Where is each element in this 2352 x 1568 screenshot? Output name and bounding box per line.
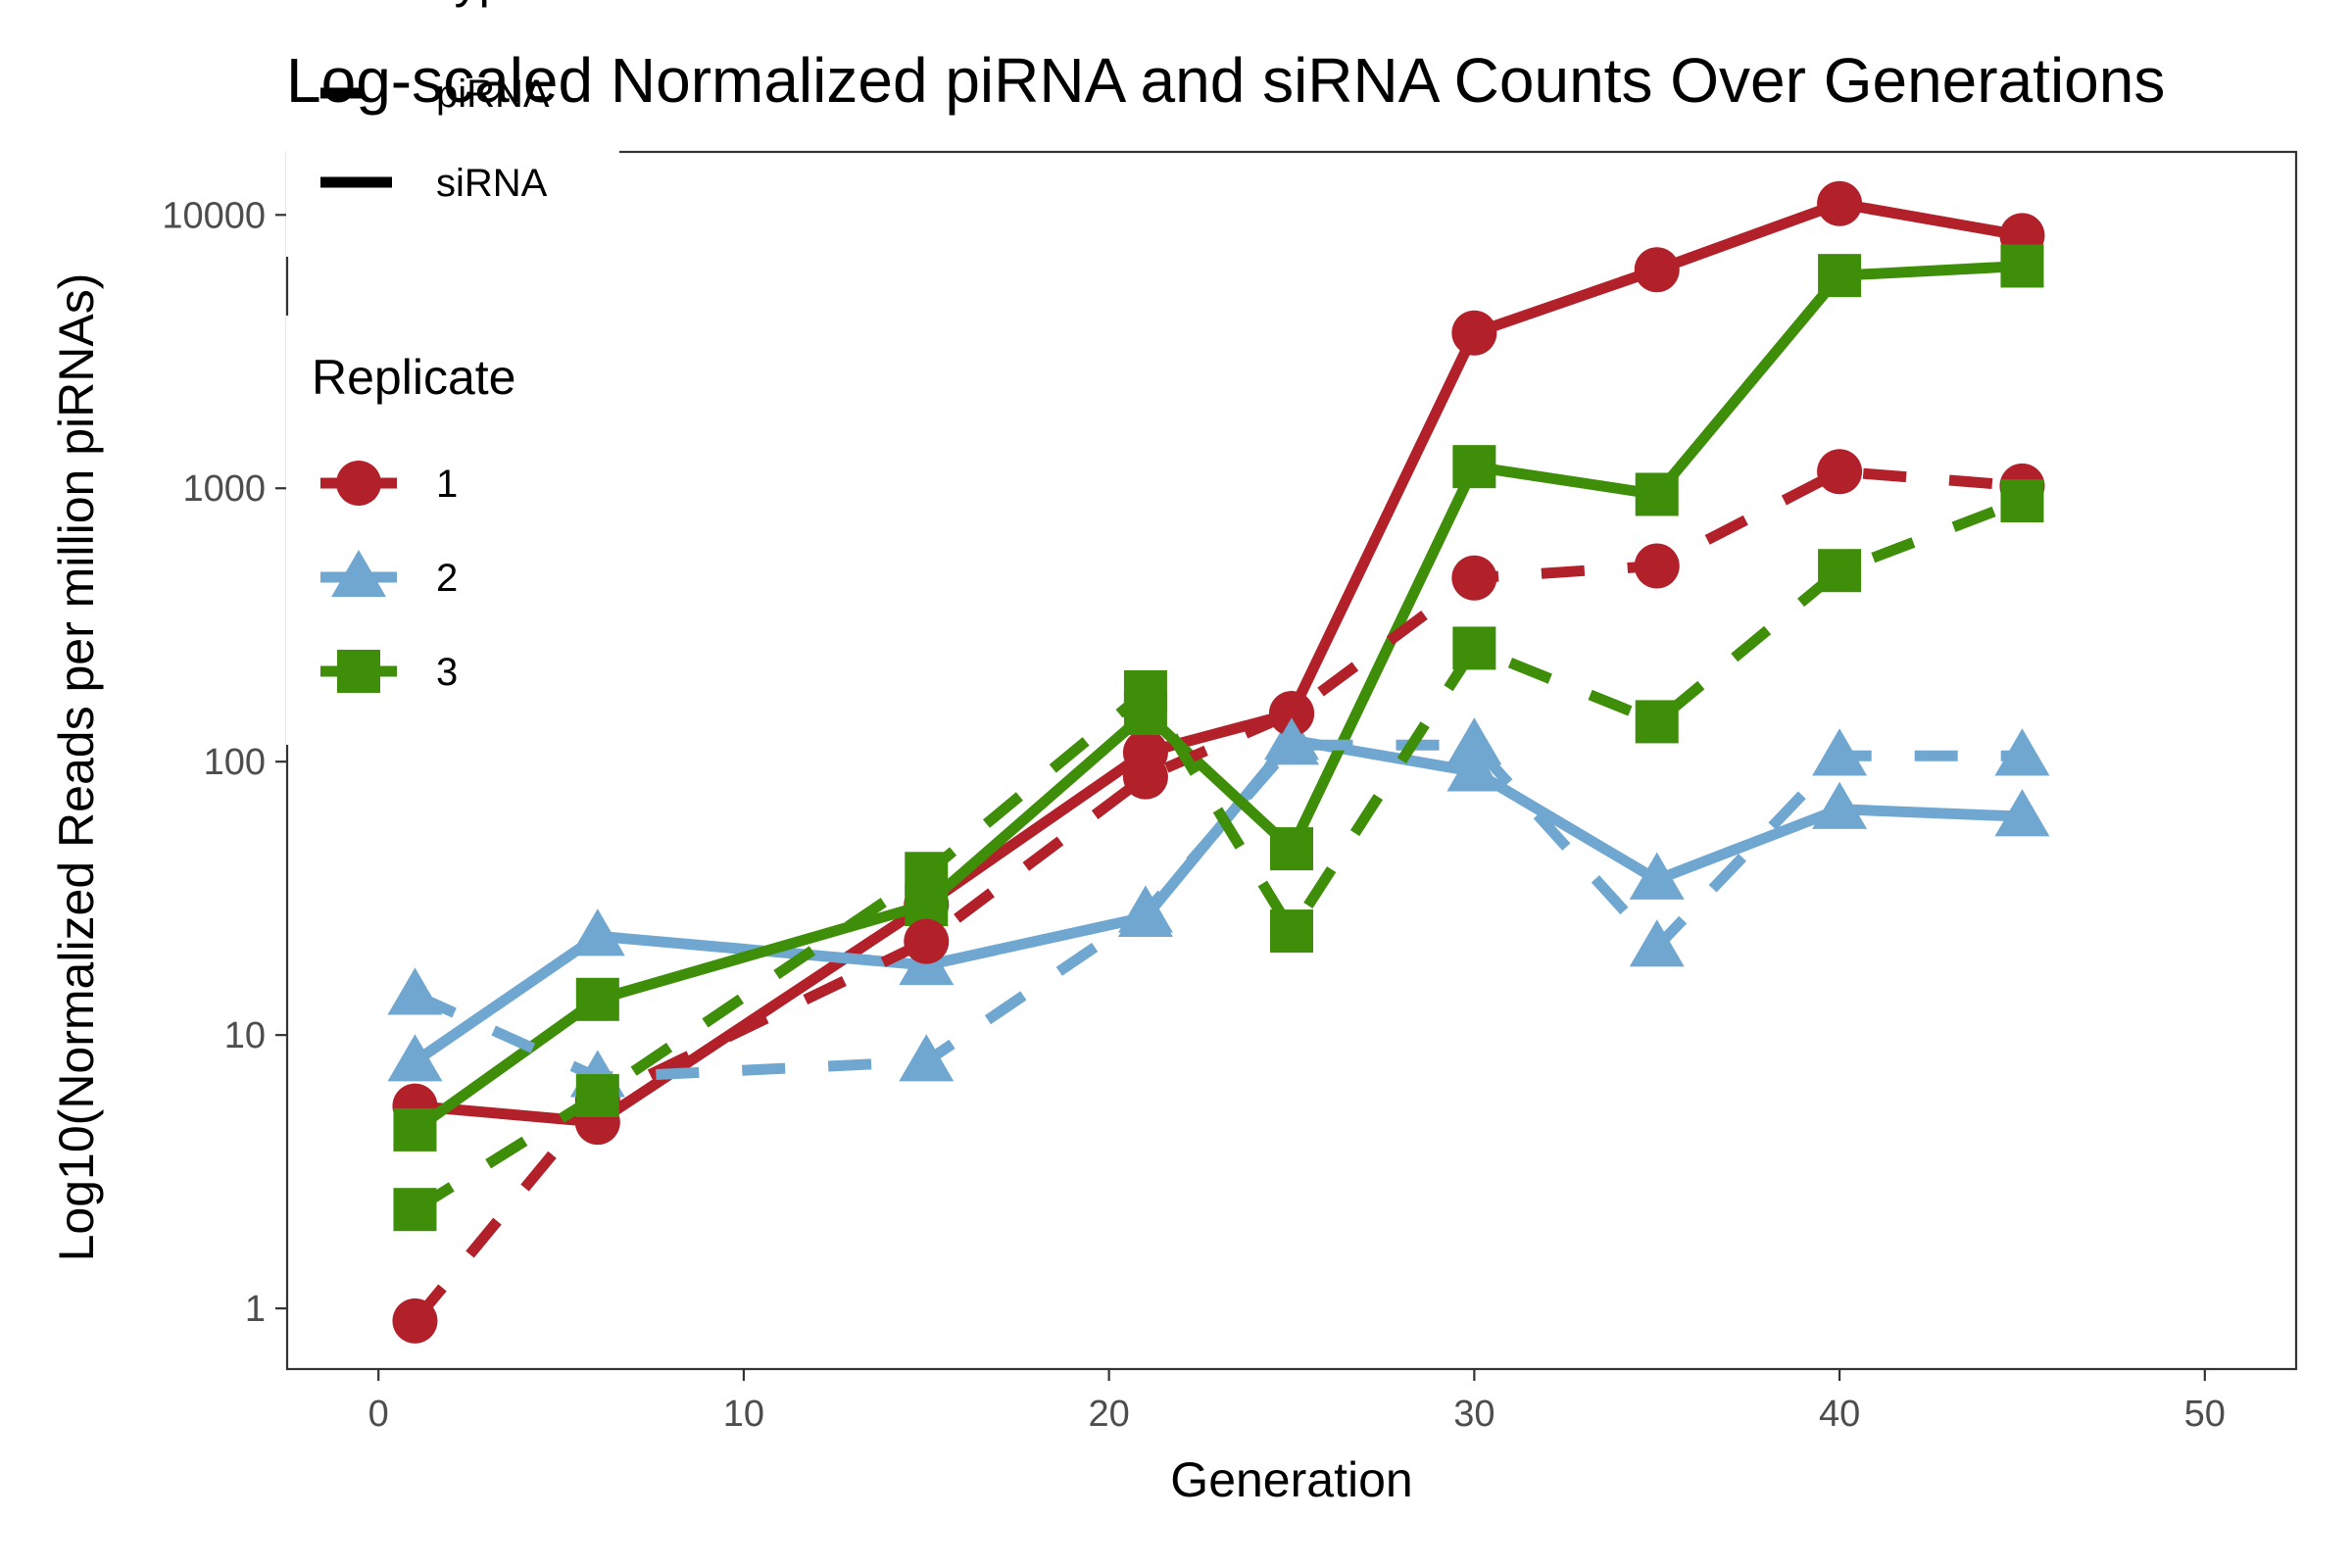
data-point [1994, 789, 2050, 837]
data-point [1269, 691, 1314, 737]
data-point [1994, 728, 2050, 776]
legend-key-marker-2 [331, 550, 386, 598]
data-point [1446, 744, 1502, 792]
legend-title-replicate: Replicate [312, 350, 515, 405]
data-point [1634, 247, 1680, 293]
y-tick-label: 100 [204, 742, 266, 783]
data-point [1812, 728, 1868, 776]
data-point [1629, 919, 1685, 967]
series-layer [387, 180, 2050, 1344]
y-tick-label: 1000 [182, 468, 266, 510]
data-point [1818, 549, 1862, 593]
data-point [1446, 717, 1502, 765]
data-point [392, 1298, 438, 1344]
data-point [1817, 449, 1863, 495]
data-point [1635, 700, 1679, 744]
x-tick-label: 40 [1819, 1394, 1860, 1435]
x-axis-title: Generation [1170, 1452, 1412, 1507]
data-point [1270, 827, 1313, 871]
y-tick-label: 10 [224, 1015, 266, 1056]
data-point [1634, 543, 1680, 589]
data-point [569, 908, 625, 956]
data-point [387, 1034, 443, 1082]
legend-label-replicate-3: 3 [436, 651, 458, 694]
data-point [2000, 244, 2044, 288]
data-point [387, 967, 443, 1015]
data-point [1117, 885, 1173, 933]
y-tick-label: 10000 [162, 195, 266, 236]
legend-key-marker-3 [337, 650, 380, 693]
legend-label-replicate-1: 1 [436, 463, 458, 506]
series-piRNA-rep3 [393, 479, 2044, 1232]
data-point [905, 852, 949, 896]
legend-title-rna-type: RNA Type [314, 0, 533, 8]
data-point [1635, 472, 1679, 516]
legend-key-marker-1 [336, 461, 381, 506]
data-point [899, 1034, 955, 1082]
chart-title: Log-scaled Normalized piRNA and siRNA Co… [286, 45, 2165, 116]
data-point [1452, 626, 1496, 670]
plot-panel [285, 150, 2298, 1371]
series-line [413, 739, 2023, 1083]
y-axis-title: Log10(Normalized Reads per million piRNA… [49, 273, 104, 1262]
data-point [1629, 852, 1685, 900]
series-piRNA-rep1 [392, 449, 2045, 1344]
data-point [393, 1107, 437, 1152]
x-tick-label: 30 [1453, 1394, 1494, 1435]
series-siRNA-rep2 [387, 712, 2050, 1082]
legend-label-replicate-2: 2 [436, 557, 458, 600]
data-point [1270, 909, 1313, 954]
series-line [412, 260, 2023, 1135]
axes-layer: 0 10 20 30 40 50 1 10 100 1000 10000 [162, 195, 2226, 1435]
y-tick-label: 1 [245, 1289, 266, 1330]
series-siRNA-rep3 [393, 244, 2044, 1152]
x-tick-label: 50 [2184, 1394, 2226, 1435]
data-point [1451, 555, 1497, 601]
data-point [1818, 254, 1862, 298]
panel-border [285, 150, 2298, 1371]
data-point [1817, 180, 1863, 226]
legend: RNA Type piRNA siRNA Replicate 1 2 3 [285, 0, 619, 745]
data-point [1264, 717, 1319, 765]
data-point [1123, 669, 1167, 713]
x-tick-label: 20 [1088, 1394, 1129, 1435]
data-point [393, 1188, 437, 1232]
data-point [575, 1074, 619, 1118]
series-piRNA-rep2 [387, 717, 2050, 1098]
x-tick-label: 10 [723, 1394, 764, 1435]
series-line [412, 495, 2025, 1214]
legend-label-siRNA: siRNA [436, 162, 548, 205]
legend-label-piRNA: piRNA [436, 73, 550, 116]
data-point [1451, 310, 1497, 356]
data-point [2000, 479, 2044, 523]
data-point [1812, 781, 1868, 829]
x-tick-label: 0 [368, 1394, 389, 1435]
data-point [1122, 754, 1168, 800]
data-point [575, 977, 619, 1021]
series-line [411, 466, 2023, 1325]
data-point [1452, 445, 1496, 489]
data-point [904, 918, 950, 964]
